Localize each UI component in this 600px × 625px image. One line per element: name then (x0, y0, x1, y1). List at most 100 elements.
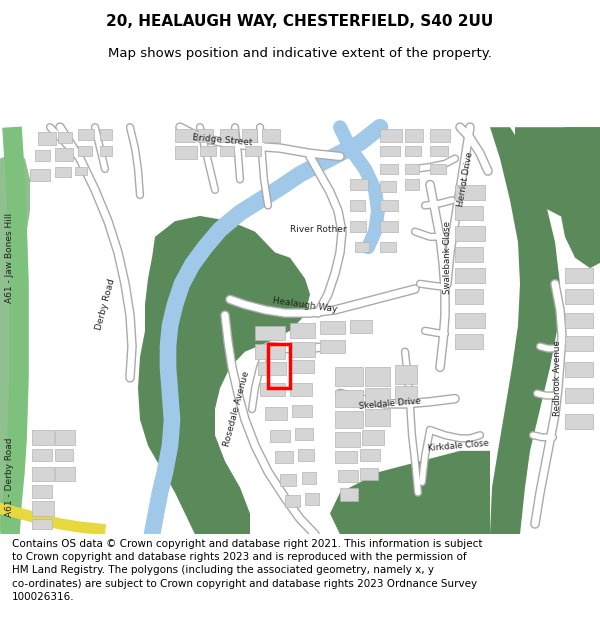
Bar (565, 414, 593, 429)
Bar (350, 321, 372, 333)
Bar (32, 485, 52, 498)
Bar (275, 451, 293, 463)
Text: Rosedale Avenue: Rosedale Avenue (223, 371, 251, 448)
Polygon shape (560, 127, 600, 268)
Bar (430, 164, 446, 174)
Bar (380, 200, 398, 211)
Bar (455, 289, 483, 304)
Bar (55, 449, 73, 461)
Bar (335, 411, 363, 428)
Bar (405, 164, 419, 174)
Bar (280, 474, 296, 486)
Text: Redbrook Avenue: Redbrook Avenue (554, 340, 563, 416)
Bar (405, 146, 421, 156)
Text: River Rother: River Rother (290, 225, 346, 234)
Bar (262, 129, 280, 142)
Bar (198, 129, 213, 142)
Bar (405, 179, 419, 190)
Bar (360, 449, 380, 461)
Polygon shape (138, 216, 310, 534)
Bar (32, 466, 54, 481)
Bar (32, 501, 54, 516)
Bar (220, 146, 234, 156)
Bar (38, 132, 56, 145)
Bar (380, 129, 402, 142)
Text: Herriot Drive: Herriot Drive (456, 151, 474, 208)
Bar (100, 146, 112, 156)
Bar (32, 430, 54, 444)
Bar (270, 430, 290, 442)
Bar (565, 313, 593, 328)
Bar (362, 430, 384, 444)
Bar (55, 430, 75, 444)
Bar (455, 313, 485, 328)
Bar (565, 289, 593, 304)
Text: Map shows position and indicative extent of the property.: Map shows position and indicative extent… (108, 48, 492, 61)
Polygon shape (0, 153, 30, 534)
Bar (565, 336, 593, 351)
Bar (355, 242, 369, 252)
Bar (455, 206, 483, 220)
Bar (565, 268, 593, 282)
Text: A61 - Derby Road: A61 - Derby Road (5, 438, 14, 517)
Bar (55, 466, 75, 481)
Bar (335, 451, 357, 463)
Bar (565, 388, 593, 403)
Bar (360, 468, 378, 480)
Text: Bridge Street: Bridge Street (191, 132, 253, 147)
Bar (430, 129, 450, 142)
Bar (255, 344, 285, 359)
Bar (100, 129, 112, 140)
Bar (242, 129, 257, 142)
Bar (395, 386, 417, 403)
Bar (305, 492, 319, 505)
Bar (395, 365, 417, 384)
Bar (380, 146, 400, 156)
Bar (78, 129, 94, 140)
Bar (380, 181, 396, 192)
Text: A61 - Jaw Bones Hill: A61 - Jaw Bones Hill (5, 213, 14, 302)
Bar (455, 268, 485, 282)
Bar (350, 200, 365, 211)
Polygon shape (515, 127, 600, 221)
Bar (255, 326, 285, 340)
Bar (290, 342, 315, 357)
Text: Contains OS data © Crown copyright and database right 2021. This information is : Contains OS data © Crown copyright and d… (12, 539, 482, 602)
Bar (340, 488, 358, 501)
Bar (430, 146, 448, 156)
Bar (380, 242, 396, 252)
Bar (290, 360, 314, 372)
Bar (365, 409, 390, 426)
Bar (380, 221, 398, 232)
Text: Healaugh Way: Healaugh Way (272, 296, 338, 314)
Bar (268, 344, 290, 388)
Bar (455, 226, 485, 241)
Bar (455, 248, 483, 262)
Bar (365, 388, 390, 405)
Bar (455, 184, 485, 200)
Bar (220, 129, 238, 142)
Bar (285, 495, 300, 508)
Bar (290, 383, 312, 396)
Bar (350, 179, 368, 190)
Bar (335, 432, 360, 447)
Bar (405, 129, 423, 142)
Bar (58, 132, 72, 143)
Bar (320, 321, 345, 334)
Bar (302, 472, 316, 484)
Bar (565, 362, 593, 377)
Bar (175, 129, 195, 142)
Bar (350, 221, 366, 232)
Bar (380, 164, 398, 174)
Bar (32, 449, 52, 461)
Text: Skeldale Drive: Skeldale Drive (359, 397, 421, 411)
Bar (338, 469, 358, 482)
Text: Derby Road: Derby Road (94, 278, 116, 331)
Bar (260, 383, 285, 396)
Bar (200, 146, 216, 156)
Bar (55, 167, 71, 177)
Polygon shape (490, 127, 560, 534)
Bar (295, 428, 313, 441)
Bar (30, 169, 50, 181)
Bar (55, 148, 73, 161)
